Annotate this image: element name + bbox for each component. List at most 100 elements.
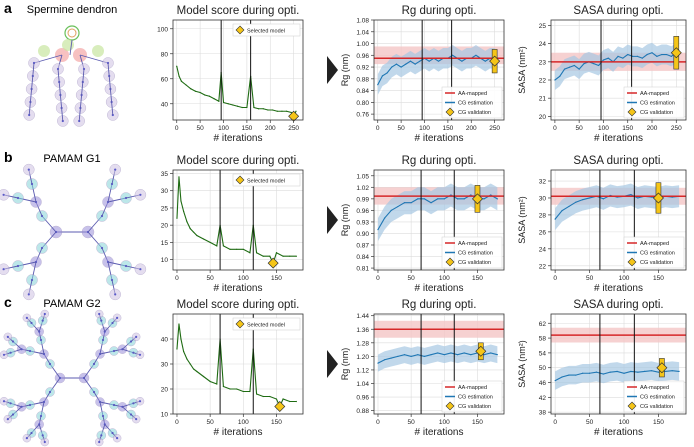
chart-title: Model score during opti. — [177, 299, 300, 311]
bead-center — [114, 293, 117, 296]
y-tick-label: 0.88 — [356, 408, 369, 415]
data-point — [617, 55, 619, 57]
bead-center — [135, 335, 138, 338]
x-tick-label: 0 — [553, 275, 557, 282]
data-point — [597, 64, 600, 67]
data-point — [377, 362, 379, 364]
y-tick-label: 46 — [539, 380, 547, 387]
linker-bead — [92, 45, 104, 57]
panel-label: a — [4, 0, 12, 16]
flow-arrow-icon — [327, 56, 338, 84]
y-tick-label: 40 — [161, 337, 169, 344]
data-point — [554, 218, 556, 220]
y-tick-label: 54 — [539, 350, 547, 357]
data-point — [637, 371, 639, 373]
legend-label: AA-mapped — [640, 241, 669, 247]
x-tick-label: 100 — [218, 125, 229, 132]
x-axis-label: # iterations — [214, 133, 263, 144]
y-tick-label: 20 — [161, 223, 169, 230]
x-tick-label: 0 — [175, 419, 179, 426]
data-point — [199, 91, 201, 94]
data-point — [630, 370, 632, 373]
legend-marker-validation — [445, 257, 455, 267]
y-tick-label: 1.20 — [356, 354, 369, 361]
y-tick-label: 15 — [161, 240, 169, 247]
data-point — [255, 393, 258, 395]
bead-center — [116, 316, 119, 319]
x-tick-label: 0 — [553, 419, 557, 426]
legend-label: CG validation — [640, 404, 673, 410]
data-point — [176, 65, 178, 67]
data-point — [262, 255, 264, 257]
bead-center — [116, 437, 119, 440]
data-point — [443, 354, 445, 356]
plot-frame — [172, 19, 304, 121]
data-point — [451, 54, 454, 56]
x-axis-label: # iterations — [214, 283, 263, 294]
x-tick-label: 50 — [197, 125, 205, 132]
x-tick-label: 50 — [576, 125, 584, 132]
bond — [28, 101, 31, 116]
legend-label: CG validation — [458, 404, 491, 410]
data-point — [218, 100, 220, 102]
data-point — [180, 80, 183, 82]
y-tick-label: 24 — [539, 41, 547, 48]
cg-validation-marker — [652, 192, 664, 204]
data-point — [190, 88, 192, 90]
data-point — [573, 64, 575, 67]
y-tick-label: 30 — [539, 195, 547, 202]
plot-frame — [172, 169, 304, 271]
data-point — [180, 338, 182, 340]
y-tick-label: 1.04 — [356, 381, 369, 388]
bead-center — [27, 168, 30, 171]
y-tick-label: 0.80 — [356, 100, 369, 107]
x-tick-label: 150 — [472, 275, 483, 282]
y-tick-label: 0.87 — [356, 243, 369, 250]
data-point — [470, 194, 472, 196]
legend-marker-validation — [627, 401, 637, 411]
data-point — [602, 59, 605, 61]
y-tick-label: 24 — [539, 246, 547, 253]
data-point — [665, 53, 668, 56]
y-tick-label: 58 — [539, 336, 547, 343]
bond — [31, 75, 34, 90]
data-point — [276, 110, 278, 112]
y-tick-label: 62 — [539, 321, 547, 328]
x-tick-label: 50 — [586, 419, 594, 426]
data-point — [400, 66, 402, 68]
legend-marker-selected — [235, 175, 245, 185]
bond — [82, 68, 85, 83]
bead-center — [98, 440, 101, 444]
y-axis-label: Rg (nm) — [340, 54, 350, 87]
data-point — [275, 398, 278, 400]
bond — [81, 81, 84, 96]
x-tick-label: 50 — [398, 125, 406, 132]
linker-bead — [38, 45, 50, 57]
cg-estimation-band — [377, 183, 498, 242]
flow-arrow-icon — [327, 350, 338, 378]
chart-title: SASA during opti. — [573, 155, 663, 167]
data-point — [253, 106, 255, 109]
data-point — [229, 388, 231, 390]
data-point — [627, 53, 629, 56]
x-tick-label: 250 — [489, 125, 500, 132]
y-tick-label: 21 — [539, 96, 547, 103]
plot-frame — [373, 19, 505, 121]
x-tick-label: 50 — [408, 275, 416, 282]
legend-label: CG validation — [640, 260, 673, 266]
data-point — [423, 355, 426, 357]
y-tick-label: 25 — [161, 205, 169, 212]
data-point — [496, 354, 498, 356]
data-point — [575, 374, 577, 376]
score-series-line — [176, 323, 297, 408]
y-tick-label: 32 — [539, 179, 547, 186]
data-point — [641, 57, 643, 59]
data-point — [575, 201, 577, 203]
legend-label: CG estimation — [640, 395, 675, 401]
data-point — [428, 60, 430, 62]
data-point — [405, 63, 407, 65]
data-point — [670, 55, 673, 57]
x-axis-label: # iterations — [214, 427, 263, 438]
y-tick-label: 0.92 — [356, 65, 369, 72]
